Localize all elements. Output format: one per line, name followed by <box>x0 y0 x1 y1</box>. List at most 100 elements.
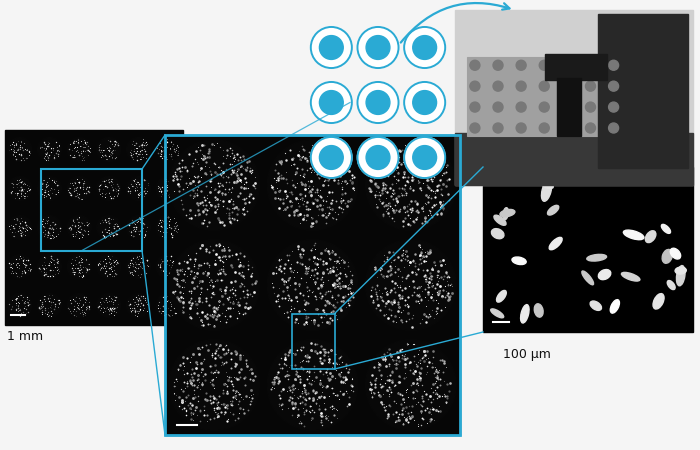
Circle shape <box>8 294 32 317</box>
Ellipse shape <box>587 254 607 261</box>
Bar <box>5 130 183 325</box>
Ellipse shape <box>494 215 506 225</box>
Circle shape <box>366 36 390 59</box>
Circle shape <box>516 123 526 133</box>
Circle shape <box>127 177 150 200</box>
Circle shape <box>156 177 180 200</box>
Ellipse shape <box>653 293 664 309</box>
Circle shape <box>493 60 503 70</box>
Circle shape <box>267 240 358 330</box>
Ellipse shape <box>550 237 562 250</box>
Ellipse shape <box>491 309 504 318</box>
Ellipse shape <box>590 301 601 310</box>
Circle shape <box>67 138 91 162</box>
Bar <box>165 135 460 435</box>
Bar <box>545 54 608 80</box>
Circle shape <box>8 138 32 162</box>
Circle shape <box>358 82 398 123</box>
Circle shape <box>404 137 445 178</box>
Text: 100 µm: 100 µm <box>503 348 551 361</box>
Ellipse shape <box>676 266 685 286</box>
Ellipse shape <box>610 300 620 313</box>
Bar <box>455 132 693 185</box>
Bar <box>292 314 335 369</box>
Circle shape <box>127 138 150 162</box>
Circle shape <box>516 60 526 70</box>
Circle shape <box>562 81 573 91</box>
Bar <box>455 10 693 185</box>
Circle shape <box>127 294 150 317</box>
Circle shape <box>585 81 596 91</box>
Circle shape <box>516 102 526 112</box>
Circle shape <box>156 294 180 317</box>
Circle shape <box>470 123 480 133</box>
Bar <box>165 135 460 435</box>
Circle shape <box>608 102 619 112</box>
Circle shape <box>404 27 445 68</box>
Circle shape <box>169 140 260 230</box>
Circle shape <box>562 60 573 70</box>
Circle shape <box>319 90 343 114</box>
Circle shape <box>562 102 573 112</box>
Circle shape <box>67 216 91 239</box>
Circle shape <box>516 81 526 91</box>
Ellipse shape <box>491 229 504 239</box>
Circle shape <box>97 216 120 239</box>
Circle shape <box>493 102 503 112</box>
Circle shape <box>366 90 390 114</box>
Circle shape <box>169 340 260 430</box>
Circle shape <box>8 255 32 279</box>
Circle shape <box>156 216 180 239</box>
Ellipse shape <box>541 182 553 189</box>
Circle shape <box>169 240 260 330</box>
Circle shape <box>97 255 120 279</box>
Circle shape <box>413 146 437 169</box>
Circle shape <box>608 81 619 91</box>
Ellipse shape <box>521 305 529 323</box>
Bar <box>483 167 693 332</box>
Circle shape <box>38 138 62 162</box>
Circle shape <box>127 255 150 279</box>
Ellipse shape <box>662 225 671 234</box>
Circle shape <box>38 294 62 317</box>
Circle shape <box>539 60 550 70</box>
Circle shape <box>539 123 550 133</box>
Circle shape <box>97 177 120 200</box>
Circle shape <box>319 36 343 59</box>
Ellipse shape <box>496 290 506 302</box>
Circle shape <box>608 60 619 70</box>
Circle shape <box>67 294 91 317</box>
Circle shape <box>67 255 91 279</box>
Circle shape <box>358 27 398 68</box>
Circle shape <box>404 82 445 123</box>
Ellipse shape <box>624 230 644 240</box>
Circle shape <box>585 60 596 70</box>
Circle shape <box>585 123 596 133</box>
Circle shape <box>311 82 352 123</box>
Circle shape <box>493 123 503 133</box>
Circle shape <box>8 177 32 200</box>
Bar <box>467 57 622 136</box>
Ellipse shape <box>542 180 552 201</box>
Circle shape <box>38 216 62 239</box>
Circle shape <box>413 36 437 59</box>
Circle shape <box>366 146 390 169</box>
Ellipse shape <box>534 304 543 317</box>
Ellipse shape <box>645 231 656 243</box>
Circle shape <box>470 102 480 112</box>
Ellipse shape <box>667 280 675 290</box>
Circle shape <box>97 294 120 317</box>
Circle shape <box>267 340 358 430</box>
Ellipse shape <box>547 205 559 215</box>
Circle shape <box>38 177 62 200</box>
Ellipse shape <box>512 257 526 265</box>
Circle shape <box>585 102 596 112</box>
Circle shape <box>539 102 550 112</box>
Circle shape <box>319 146 343 169</box>
Circle shape <box>365 140 456 230</box>
Ellipse shape <box>671 248 680 259</box>
Circle shape <box>539 81 550 91</box>
Circle shape <box>311 137 352 178</box>
Circle shape <box>156 255 180 279</box>
Circle shape <box>127 216 150 239</box>
